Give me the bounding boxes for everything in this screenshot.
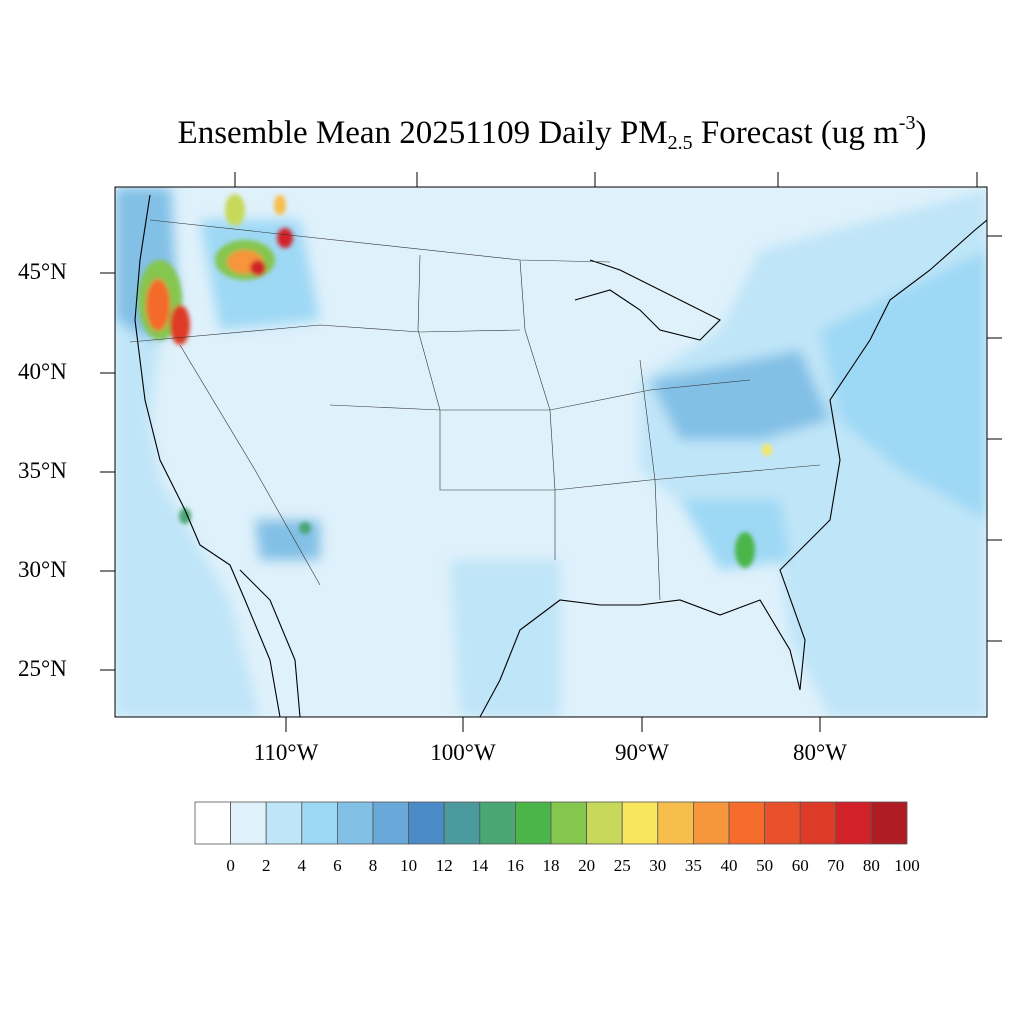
colorbar <box>194 801 908 845</box>
colorbar-box <box>764 801 801 845</box>
colorbar-box <box>336 801 374 845</box>
colorbar-label: 60 <box>791 856 809 875</box>
colorbar-box <box>301 801 338 845</box>
colorbar-box <box>586 801 623 845</box>
colorbar-label: 16 <box>506 856 524 875</box>
lat-label: 40°N <box>18 359 67 384</box>
colorbar-label: 50 <box>756 856 774 875</box>
colorbar-label: 80 <box>862 856 880 875</box>
map-title: Ensemble Mean 20251109 Daily PM2.5 Forec… <box>177 112 927 154</box>
colorbar-box <box>372 801 409 845</box>
colorbar-box <box>194 801 231 845</box>
colorbar-box <box>550 801 587 845</box>
colorbar-label: 25 <box>613 856 631 875</box>
colorbar-box <box>657 801 694 845</box>
colorbar-label: 40 <box>720 856 738 875</box>
colorbar-box <box>693 801 730 845</box>
lon-label: 90°W <box>615 740 669 765</box>
concentration-field <box>115 187 987 717</box>
colorbar-box <box>621 801 659 845</box>
colorbar-label: 20 <box>578 856 596 875</box>
colorbar-label: 8 <box>368 856 378 875</box>
high-pm-areas <box>138 194 772 568</box>
lat-label: 45°N <box>18 259 67 284</box>
colorbar-label: 2 <box>261 856 271 875</box>
colorbar-label: 100 <box>894 856 920 875</box>
lat-label: 35°N <box>18 458 67 483</box>
colorbar-box <box>265 801 303 845</box>
state-borders <box>129 219 821 601</box>
coastline <box>134 194 987 717</box>
colorbar-label: 35 <box>684 856 702 875</box>
lon-label: 100°W <box>430 740 496 765</box>
colorbar-label: 6 <box>333 856 342 875</box>
colorbar-label: 14 <box>471 856 489 875</box>
colorbar-label: 0 <box>226 856 235 875</box>
colorbar-label: 10 <box>400 856 418 875</box>
colorbar-box <box>871 801 908 845</box>
colorbar-label: 70 <box>827 856 845 875</box>
lon-label: 110°W <box>253 740 319 765</box>
colorbar-label: 4 <box>297 856 307 875</box>
lat-label: 30°N <box>18 557 67 582</box>
colorbar-box <box>835 801 872 845</box>
colorbar-box <box>728 801 765 845</box>
colorbar-label: 12 <box>435 856 453 875</box>
colorbar-box <box>408 801 445 845</box>
colorbar-label: 30 <box>649 856 667 875</box>
colorbar-box <box>515 801 552 845</box>
colorbar-box <box>479 801 516 845</box>
axis-ticks <box>100 172 1002 732</box>
colorbar-box <box>443 801 481 845</box>
colorbar-box <box>799 801 837 845</box>
colorbar-box <box>230 801 267 845</box>
map-frame <box>114 186 988 718</box>
colorbar-label: 18 <box>542 856 560 875</box>
lat-label: 25°N <box>18 656 67 681</box>
lon-label: 80°W <box>793 740 847 765</box>
